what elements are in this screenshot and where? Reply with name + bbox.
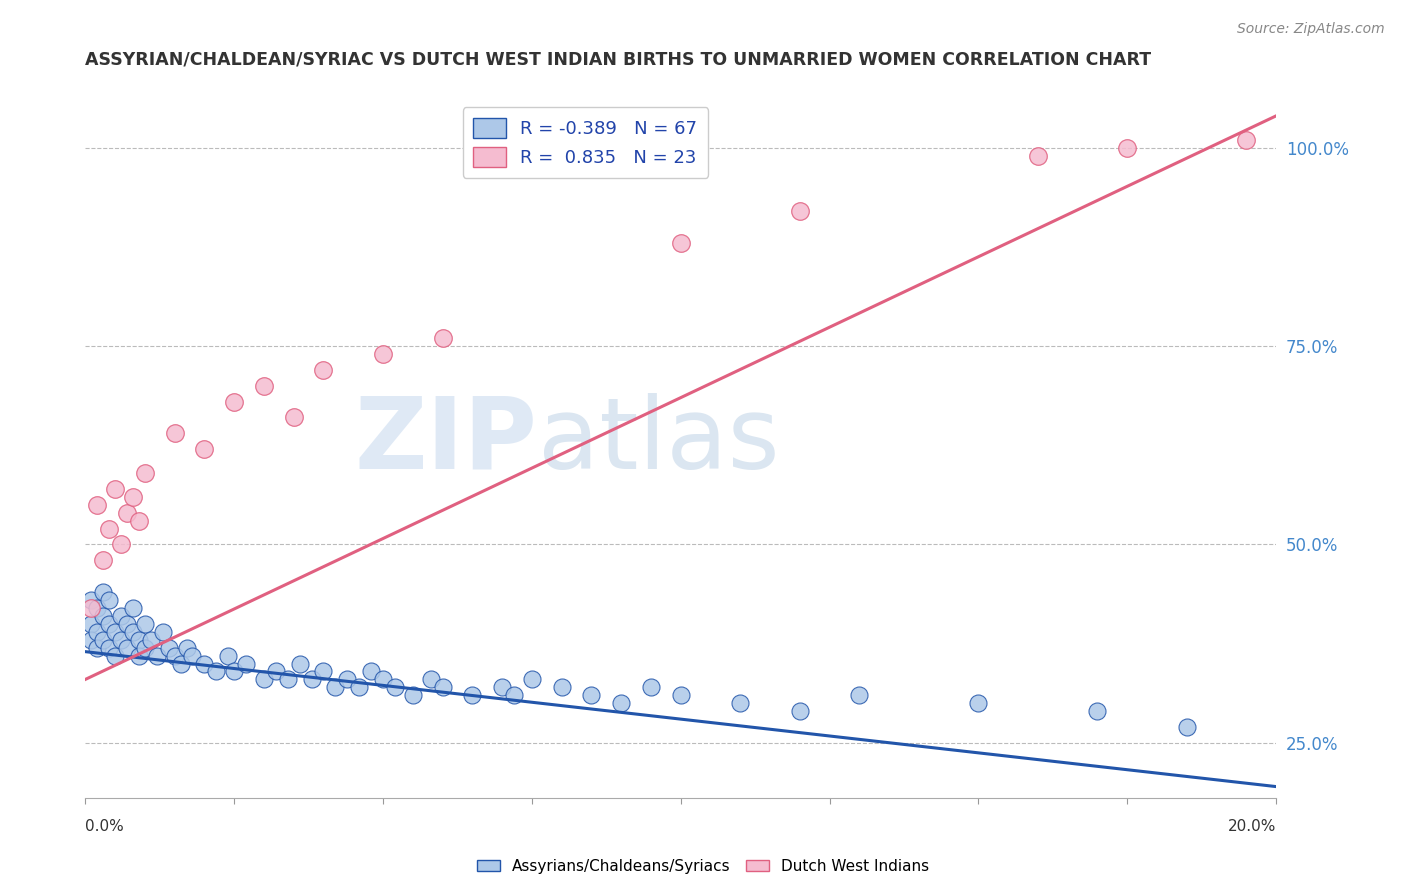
Point <box>128 514 150 528</box>
Point <box>86 498 108 512</box>
Point <box>312 363 335 377</box>
Point <box>181 648 204 663</box>
Point <box>193 657 215 671</box>
Point <box>432 681 454 695</box>
Point <box>86 640 108 655</box>
Point <box>283 410 305 425</box>
Point <box>789 704 811 718</box>
Point <box>461 688 484 702</box>
Point <box>253 673 276 687</box>
Point <box>520 673 543 687</box>
Point <box>669 235 692 250</box>
Point <box>86 624 108 639</box>
Point <box>122 490 145 504</box>
Point <box>176 640 198 655</box>
Point <box>224 665 246 679</box>
Point <box>145 648 167 663</box>
Point <box>139 632 162 647</box>
Point <box>128 648 150 663</box>
Point <box>503 688 526 702</box>
Point <box>1175 720 1198 734</box>
Point <box>115 640 138 655</box>
Point <box>91 585 114 599</box>
Text: ASSYRIAN/CHALDEAN/SYRIAC VS DUTCH WEST INDIAN BIRTHS TO UNMARRIED WOMEN CORRELAT: ASSYRIAN/CHALDEAN/SYRIAC VS DUTCH WEST I… <box>86 51 1152 69</box>
Point <box>98 616 121 631</box>
Point <box>1234 133 1257 147</box>
Point <box>104 482 127 496</box>
Point <box>217 648 239 663</box>
Point <box>371 347 394 361</box>
Point <box>669 688 692 702</box>
Legend: Assyrians/Chaldeans/Syriacs, Dutch West Indians: Assyrians/Chaldeans/Syriacs, Dutch West … <box>471 853 935 880</box>
Point <box>169 657 191 671</box>
Point <box>288 657 311 671</box>
Point <box>91 553 114 567</box>
Point <box>277 673 299 687</box>
Point <box>110 632 132 647</box>
Point <box>134 616 156 631</box>
Point <box>848 688 870 702</box>
Point <box>967 696 990 710</box>
Point <box>789 204 811 219</box>
Point <box>115 616 138 631</box>
Point <box>325 681 347 695</box>
Point <box>98 640 121 655</box>
Point <box>384 681 406 695</box>
Point <box>336 673 359 687</box>
Point <box>402 688 425 702</box>
Point <box>134 640 156 655</box>
Point <box>360 665 382 679</box>
Point <box>610 696 633 710</box>
Point <box>80 601 103 615</box>
Text: atlas: atlas <box>538 392 779 490</box>
Point <box>157 640 180 655</box>
Point <box>581 688 603 702</box>
Text: 20.0%: 20.0% <box>1227 819 1277 834</box>
Point <box>1026 148 1049 162</box>
Point <box>1087 704 1109 718</box>
Point <box>91 632 114 647</box>
Text: 0.0%: 0.0% <box>86 819 124 834</box>
Point <box>491 681 513 695</box>
Point <box>1116 140 1139 154</box>
Point <box>163 648 186 663</box>
Point <box>432 331 454 345</box>
Point <box>115 506 138 520</box>
Point <box>371 673 394 687</box>
Point <box>110 609 132 624</box>
Point <box>301 673 323 687</box>
Point <box>134 466 156 480</box>
Point <box>163 426 186 441</box>
Point <box>224 394 246 409</box>
Point <box>205 665 228 679</box>
Point <box>640 681 662 695</box>
Point <box>347 681 370 695</box>
Point <box>128 632 150 647</box>
Point <box>419 673 441 687</box>
Legend: R = -0.389   N = 67, R =  0.835   N = 23: R = -0.389 N = 67, R = 0.835 N = 23 <box>463 107 709 178</box>
Text: Source: ZipAtlas.com: Source: ZipAtlas.com <box>1237 22 1385 37</box>
Point <box>80 632 103 647</box>
Point <box>264 665 287 679</box>
Point <box>152 624 174 639</box>
Point <box>122 624 145 639</box>
Point <box>312 665 335 679</box>
Point <box>104 624 127 639</box>
Point <box>193 442 215 457</box>
Point <box>91 609 114 624</box>
Point <box>235 657 257 671</box>
Point <box>98 522 121 536</box>
Point <box>550 681 572 695</box>
Point <box>98 593 121 607</box>
Point <box>86 601 108 615</box>
Point <box>80 593 103 607</box>
Point <box>80 616 103 631</box>
Point <box>728 696 751 710</box>
Text: ZIP: ZIP <box>354 392 538 490</box>
Point <box>122 601 145 615</box>
Point <box>104 648 127 663</box>
Point <box>253 378 276 392</box>
Point <box>110 537 132 551</box>
